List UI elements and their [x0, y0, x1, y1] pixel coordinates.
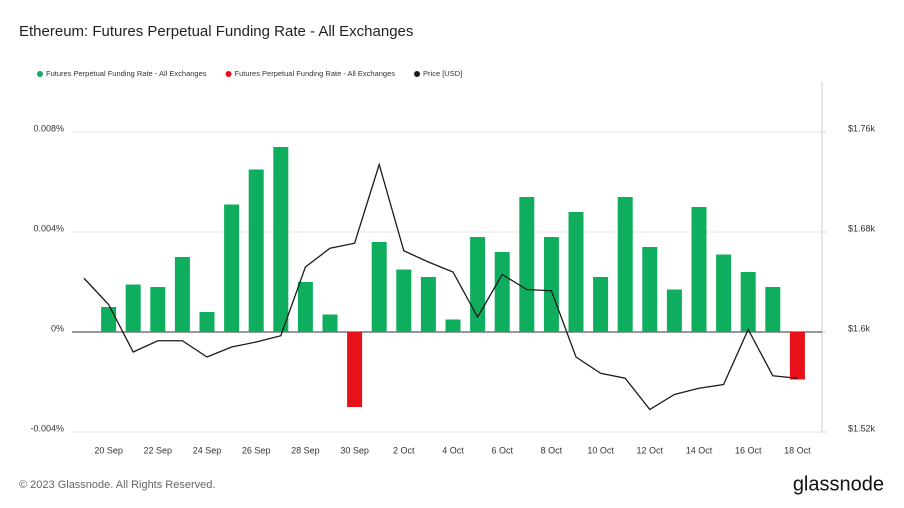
- legend-label: Futures Perpetual Funding Rate - All Exc…: [46, 69, 207, 78]
- x-tick-label: 30 Sep: [340, 445, 369, 455]
- y2-tick-label: $1.68k: [848, 223, 876, 233]
- x-tick-label: 4 Oct: [442, 445, 464, 455]
- bar: [125, 284, 141, 332]
- x-tick-label: 10 Oct: [587, 445, 614, 455]
- bar: [740, 272, 756, 332]
- x-tick-label: 20 Sep: [94, 445, 123, 455]
- bar: [297, 282, 313, 332]
- y2-tick-label: $1.6k: [848, 323, 871, 333]
- bar: [642, 247, 658, 332]
- legend-label: Price [USD]: [423, 69, 462, 78]
- x-tick-label: 26 Sep: [242, 445, 271, 455]
- bar: [543, 237, 559, 332]
- bar: [248, 169, 264, 332]
- chart-title: Ethereum: Futures Perpetual Funding Rate…: [19, 23, 413, 40]
- x-tick-label: 8 Oct: [541, 445, 563, 455]
- bar: [470, 237, 486, 332]
- x-tick-label: 22 Sep: [144, 445, 173, 455]
- y-tick-label: 0.004%: [33, 223, 64, 233]
- bar: [593, 277, 609, 332]
- y-tick-label: 0.008%: [33, 123, 64, 133]
- y-tick-label: 0%: [51, 323, 64, 333]
- bar: [617, 197, 633, 332]
- bar: [789, 332, 805, 380]
- bar: [322, 314, 338, 332]
- bar: [371, 242, 387, 332]
- logo: glassnode: [793, 473, 884, 495]
- x-tick-label: 16 Oct: [735, 445, 762, 455]
- legend-marker: [37, 71, 43, 77]
- bar: [224, 204, 240, 332]
- bar: [666, 289, 682, 332]
- bar: [765, 287, 781, 332]
- x-tick-label: 12 Oct: [637, 445, 664, 455]
- bar: [445, 319, 461, 332]
- bar: [347, 332, 363, 407]
- footer: © 2023 Glassnode. All Rights Reserved.: [19, 479, 215, 491]
- bar: [691, 207, 707, 332]
- x-tick-label: 6 Oct: [491, 445, 513, 455]
- bar: [420, 277, 436, 332]
- bar: [101, 307, 117, 332]
- bar: [568, 212, 584, 332]
- y2-tick-label: $1.52k: [848, 423, 876, 433]
- bar: [396, 269, 412, 332]
- bar: [716, 254, 732, 332]
- bar: [273, 147, 289, 332]
- bar: [519, 197, 535, 332]
- x-tick-label: 18 Oct: [784, 445, 811, 455]
- legend-marker: [414, 71, 421, 77]
- bar: [494, 252, 510, 332]
- x-tick-label: 2 Oct: [393, 445, 415, 455]
- x-tick-label: 14 Oct: [686, 445, 713, 455]
- y2-tick-label: $1.76k: [848, 123, 876, 133]
- legend-marker: [225, 71, 232, 77]
- bar: [174, 257, 190, 332]
- x-tick-label: 28 Sep: [291, 445, 320, 455]
- x-tick-label: 24 Sep: [193, 445, 222, 455]
- bar: [150, 287, 166, 332]
- legend-label: Futures Perpetual Funding Rate - All Exc…: [235, 69, 396, 78]
- bar: [199, 312, 215, 332]
- price-line: [83, 162, 798, 411]
- y-tick-label: -0.004%: [30, 423, 64, 433]
